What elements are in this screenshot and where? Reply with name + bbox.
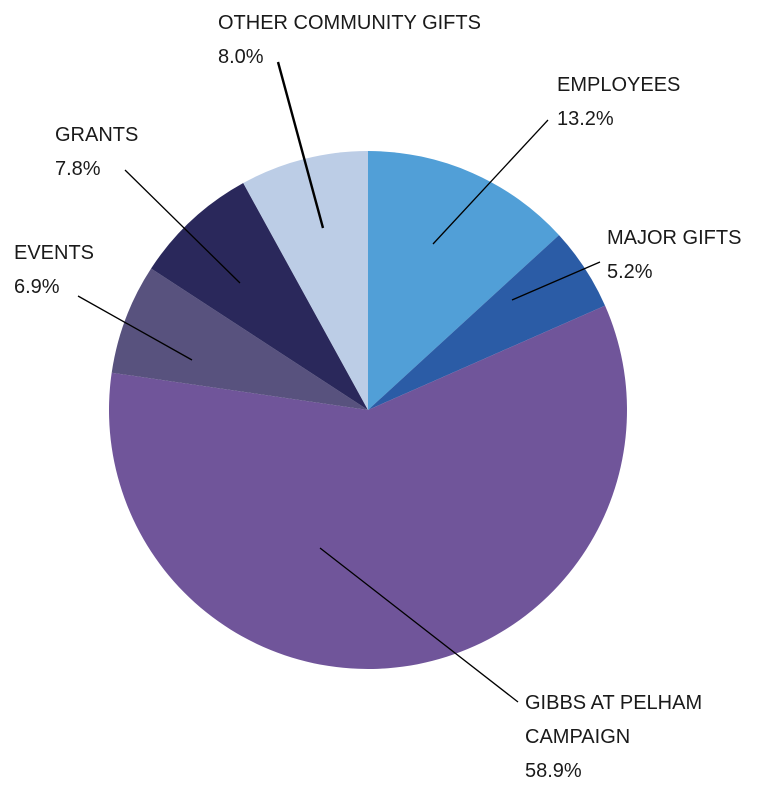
value-label: 7.8% [55,158,101,180]
leader-line [77,295,193,361]
leader-line [276,61,325,229]
category-label: EMPLOYEES [557,74,681,96]
slice-label: EMPLOYEES 13.2% [557,68,680,136]
leader-line [511,261,601,301]
value-label: 58.9% [525,760,582,782]
pie-slice [111,268,369,410]
slice-label: MAJOR GIFTS 5.2% [607,221,741,289]
pie-slice [108,305,627,669]
slice-label: OTHER COMMUNITY GIFTS 8.0% [218,6,481,74]
category-label: EVENTS [14,242,95,264]
slice-label: GRANTS 7.8% [55,118,138,186]
category-label: GRANTS [55,124,139,146]
value-label: 8.0% [218,46,264,68]
category-label: MAJOR GIFTS [607,227,742,249]
pie-slice [368,235,606,410]
slice-label: EVENTS 6.9% [14,236,94,304]
category-label: GIBBS AT PELHAM CAMPAIGN [525,692,703,748]
leader-line [432,119,549,245]
value-label: 6.9% [14,276,60,298]
leader-line [319,547,519,703]
value-label: 5.2% [607,261,653,283]
pie-slice [151,183,368,410]
category-label: OTHER COMMUNITY GIFTS [218,12,481,34]
value-label: 13.2% [557,108,614,130]
slice-label: GIBBS AT PELHAM CAMPAIGN 58.9% [525,686,745,788]
pie-slice [368,151,560,410]
leader-line [124,169,241,284]
pie-slice [243,151,368,410]
